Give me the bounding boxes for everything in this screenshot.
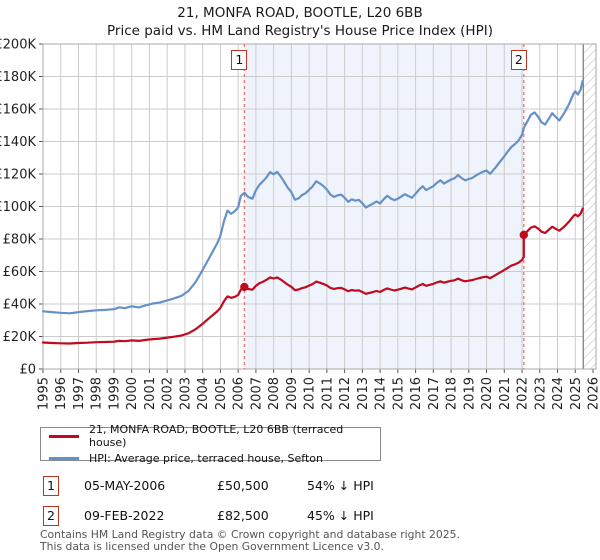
y-tick-label: £40K [3,298,37,313]
x-tick-label: 2015 [391,377,406,410]
sale-marker-1: 1 [231,50,248,70]
x-tick-label: 2009 [285,377,300,410]
footer-line2: This data is licensed under the Open Gov… [40,539,384,553]
transaction-price-2: £82,500 [217,508,269,523]
x-tick-label: 2024 [551,377,566,410]
x-tick-label: 2001 [143,377,158,410]
y-tick-label: £180K [0,70,36,85]
x-tick-label: 2005 [214,377,229,410]
price-hpi-chart: £0 £20K £40K £60K £80K £100K £120K £140K £160K £1… [0,38,600,411]
x-tick-label: 2006 [232,377,247,410]
transaction-date-2: 09-FEB-2022 [84,508,165,523]
chart-title: 21, MONFA ROAD, BOOTLE, L20 6BB Price pa… [0,5,600,40]
y-tick-label: £120K [0,168,36,183]
price-paid-line [41,207,584,345]
footer-line1: Contains HM Land Registry data © Crown c… [40,528,460,541]
x-tick-label: 2004 [196,377,211,410]
hpi-line-swatch [49,457,79,460]
x-tick-label: 1997 [72,377,87,410]
transaction-marker-1: 1 [43,476,59,496]
y-tick-label: £20K [3,330,37,345]
x-tick-label: 2007 [249,377,264,410]
hpi-line [41,79,584,315]
legend-row-hpi: HPI: Average price, terraced house, Seft… [49,452,372,465]
transaction-vs-hpi-2: 45% ↓ HPI [307,508,374,523]
x-tick-label: 2026 [587,377,600,410]
property-line-swatch [49,434,79,438]
x-tick-label: 2011 [320,377,335,410]
legend-label-hpi: HPI: Average price, terraced house, Seft… [89,452,323,465]
y-tick-label: £160K [0,103,36,118]
x-tick-label: 2018 [445,377,460,410]
x-tick-label: 2003 [178,377,193,410]
x-tick-label: 2022 [516,377,531,410]
sale-point-1 [240,282,249,292]
legend: 21, MONFA ROAD, BOOTLE, L20 6BB (terrace… [40,423,381,465]
y-tick-label: £200K [0,38,36,53]
transaction-price-1: £50,500 [217,478,269,493]
legend-row-property: 21, MONFA ROAD, BOOTLE, L20 6BB (terrace… [49,423,372,449]
transaction-date-1: 05-MAY-2006 [84,478,166,493]
future-hatch-region [583,44,596,369]
x-tick-label: 2021 [498,377,513,410]
x-tick-label: 2013 [356,377,371,410]
x-tick-label: 2016 [409,377,424,410]
x-tick-label: 1999 [107,377,122,410]
transaction-row-2: 2 09-FEB-2022 £82,500 45% ↓ HPI [40,506,560,528]
x-tick-label: 2020 [480,377,495,410]
license-footer: Contains HM Land Registry data © Crown c… [40,529,600,552]
y-tick-label: £140K [0,135,36,150]
x-tick-label: 2002 [161,377,176,410]
chart-title-line1: 21, MONFA ROAD, BOOTLE, L20 6BB [177,5,423,21]
sale-marker-2: 2 [510,50,527,70]
sale-point-2 [519,230,529,240]
x-tick-label: 2014 [374,377,389,410]
x-tick-label: 2023 [533,377,548,410]
x-tick-label: 2017 [427,377,442,410]
legend-label-property: 21, MONFA ROAD, BOOTLE, L20 6BB (terrace… [89,423,344,449]
y-tick-label: £100K [0,200,36,215]
x-tick-label: 2000 [125,377,140,410]
transaction-vs-hpi-1: 54% ↓ HPI [307,478,374,493]
x-tick-label: 2008 [267,377,282,410]
y-tick-label: £0 [19,363,36,378]
chart-title-line2: Price paid vs. HM Land Registry's House … [107,22,493,39]
transaction-marker-2: 2 [43,506,59,526]
y-tick-label: £60K [3,265,37,280]
transaction-row-1: 1 05-MAY-2006 £50,500 54% ↓ HPI [40,476,560,498]
x-tick-label: 1995 [37,377,52,410]
y-tick-label: £80K [3,233,37,248]
x-tick-label: 2025 [569,377,584,410]
x-tick-label: 2019 [462,377,477,410]
x-tick-label: 1998 [90,377,105,410]
x-tick-label: 1996 [54,377,69,410]
chart-area: £0 £20K £40K £60K £80K £100K £120K £140K £160K £1… [0,5,600,411]
x-tick-label: 2010 [303,377,318,410]
x-tick-label: 2012 [338,377,353,410]
